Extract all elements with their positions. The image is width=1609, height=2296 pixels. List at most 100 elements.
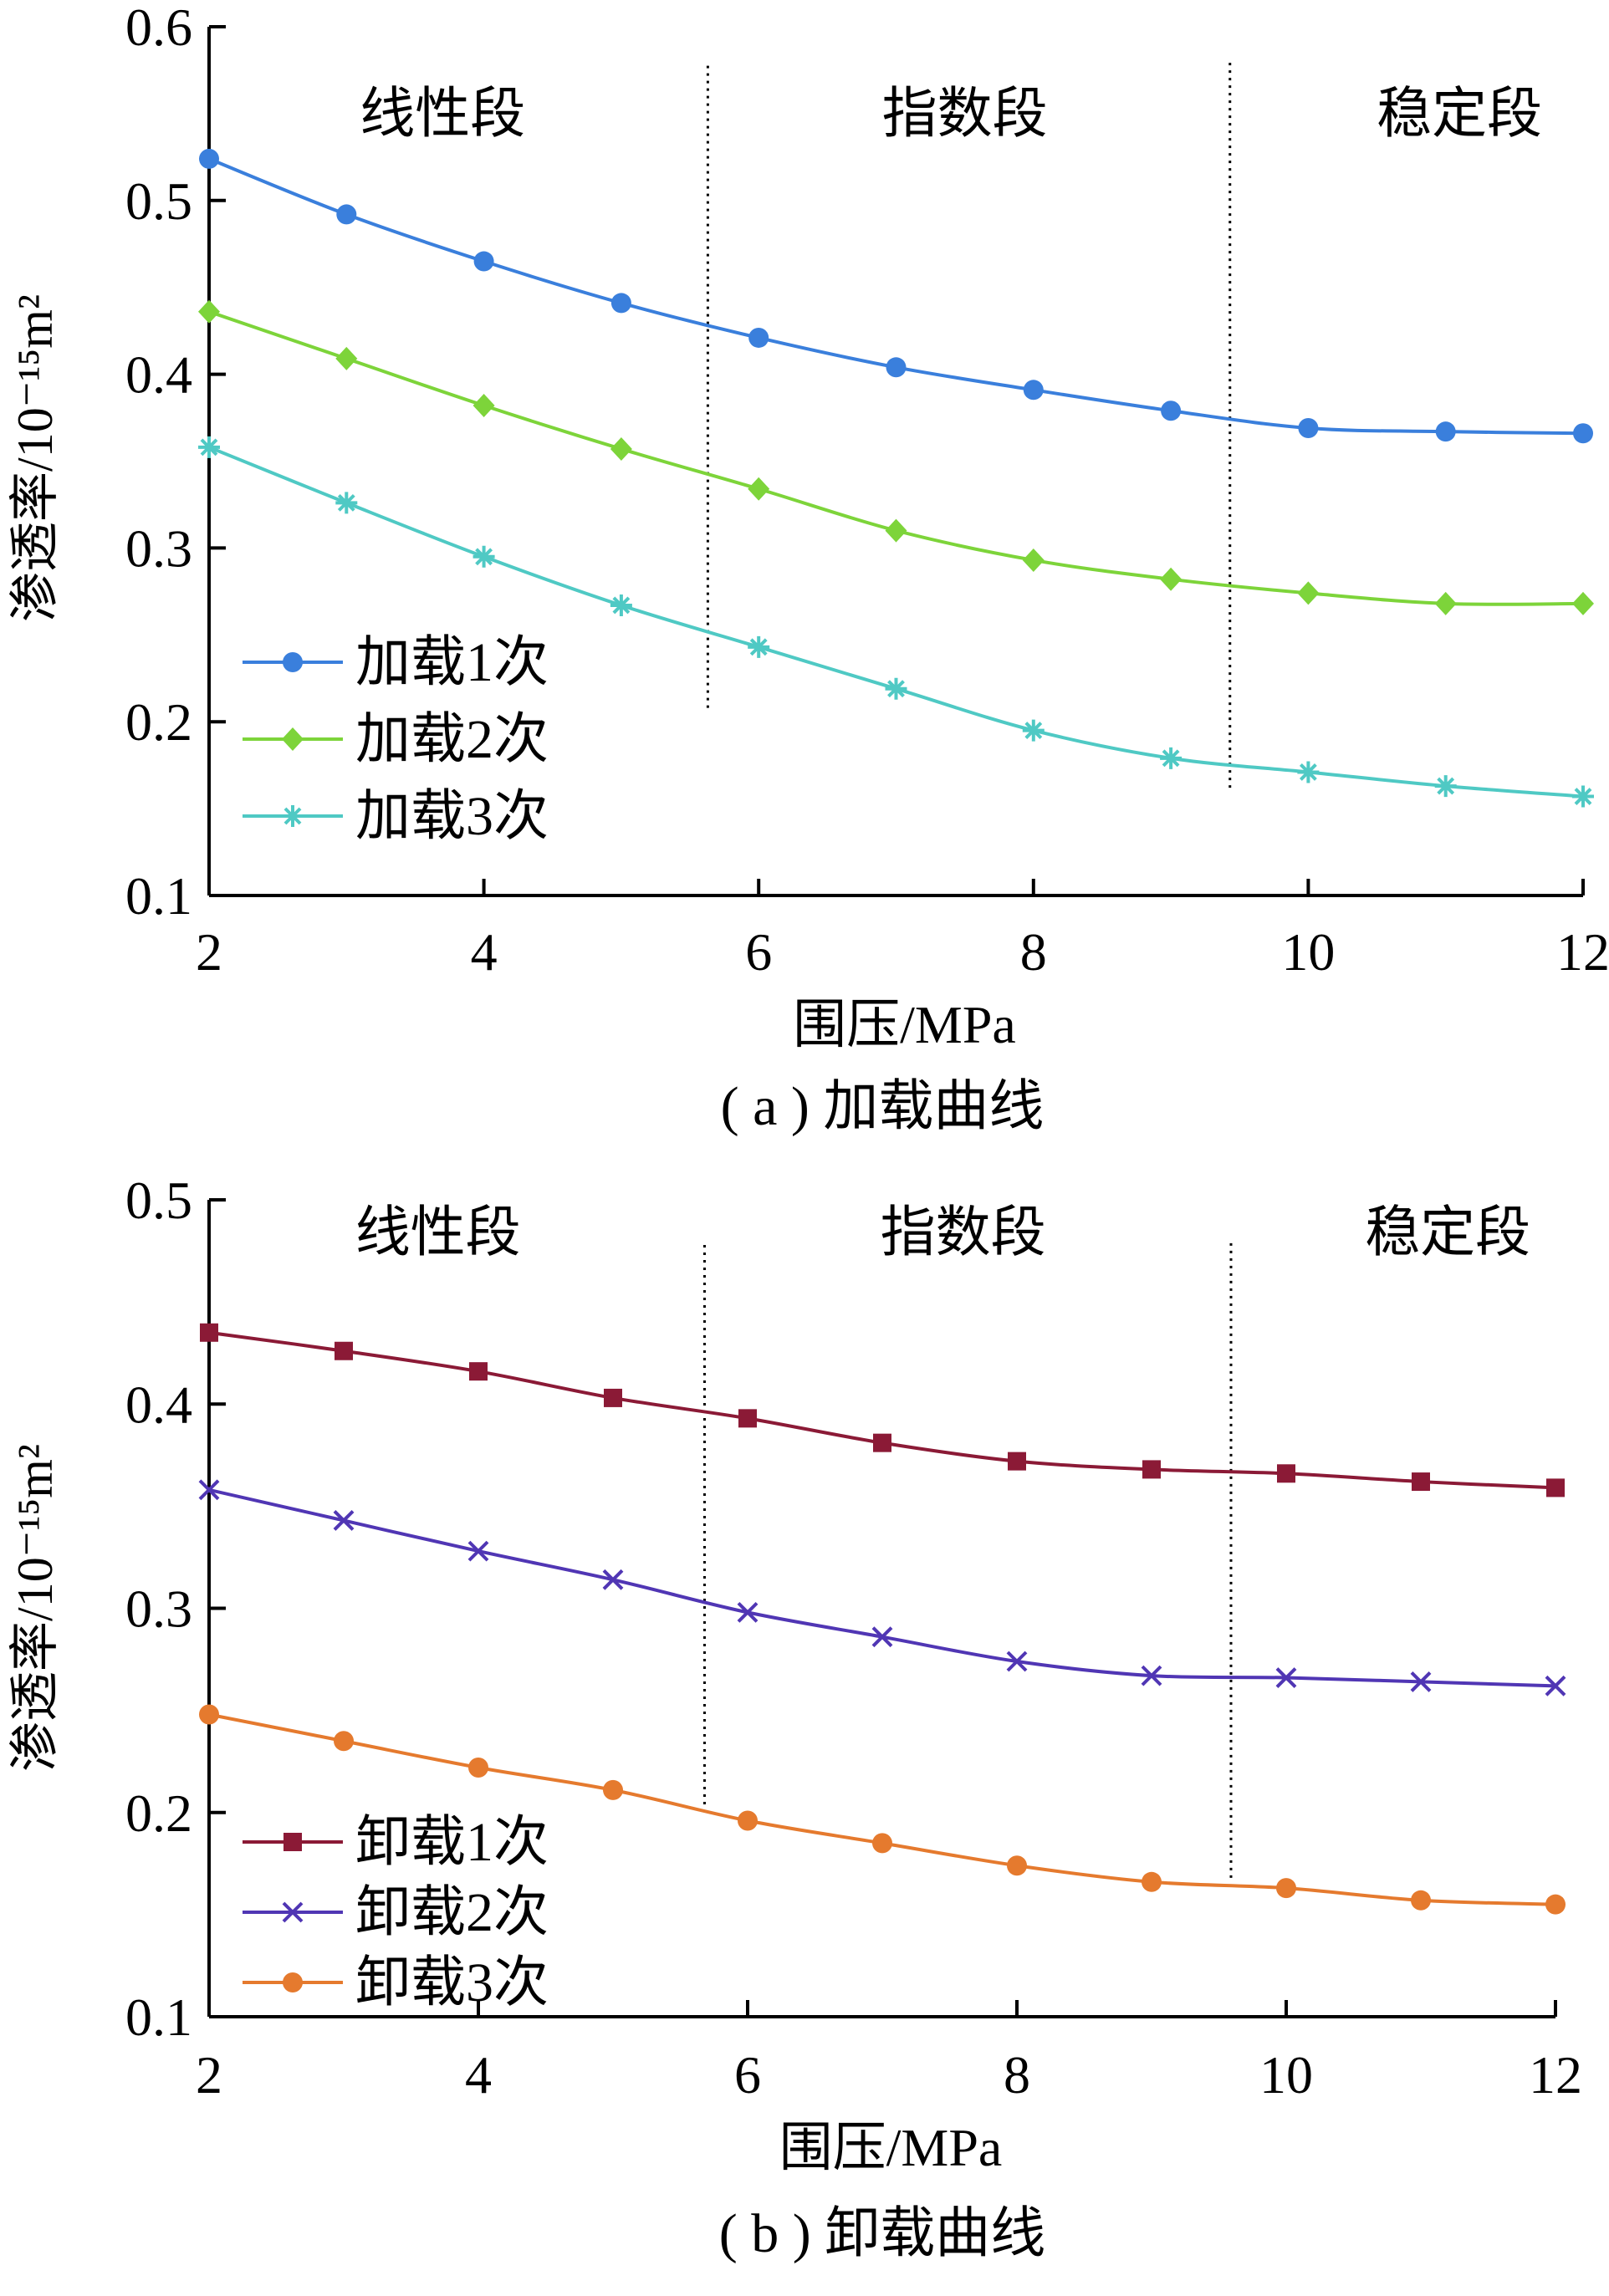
- data-point: [1022, 719, 1045, 742]
- data-point: [198, 1479, 220, 1501]
- data-point: [873, 1433, 891, 1452]
- data-point: [1277, 1464, 1295, 1483]
- y-tick-label: 0.2: [125, 692, 192, 752]
- series-2: [198, 299, 1594, 615]
- data-point: [885, 677, 907, 700]
- data-point: [1022, 548, 1045, 572]
- data-point: [1297, 761, 1320, 783]
- legend-label: 卸载2次: [355, 1882, 549, 1943]
- data-point: [1411, 1890, 1431, 1911]
- region-label: 指数段: [881, 1202, 1046, 1263]
- y-tick-label: 0.1: [125, 866, 192, 926]
- data-point: [738, 1810, 758, 1831]
- region-label: 线性段: [360, 84, 525, 145]
- series-line: [208, 1330, 1556, 1490]
- data-point: [1161, 401, 1182, 421]
- data-point: [1434, 591, 1457, 615]
- data-point: [604, 1388, 622, 1407]
- x-tick-label: 10: [1281, 922, 1335, 982]
- series-1: [200, 1323, 1565, 1498]
- y-tick-label: 0.2: [125, 1783, 192, 1843]
- series-2: [198, 1479, 1566, 1696]
- y-tick-label: 0.1: [125, 1987, 192, 2047]
- y-tick-label: 0.5: [125, 1171, 192, 1230]
- data-point: [467, 1540, 489, 1562]
- data-point: [1545, 1675, 1566, 1696]
- data-point: [335, 346, 358, 370]
- x-tick-label: 4: [471, 922, 498, 982]
- x-tick-label: 6: [734, 2045, 761, 2105]
- data-point: [198, 299, 220, 324]
- y-tick-label: 0.3: [125, 1579, 192, 1639]
- legend-marker: [282, 805, 304, 827]
- figure-caption: ( b ) 卸载曲线: [719, 2203, 1045, 2264]
- x-tick-label: 4: [465, 2045, 492, 2105]
- data-point: [199, 1704, 219, 1725]
- data-point: [198, 436, 220, 458]
- y-tick-label: 0.4: [125, 345, 192, 405]
- legend-label: 卸载3次: [355, 1952, 549, 2013]
- data-point: [472, 394, 495, 418]
- data-point: [472, 545, 495, 568]
- data-point: [1275, 1667, 1297, 1688]
- data-point: [602, 1569, 624, 1590]
- legend-marker: [283, 652, 303, 672]
- legend-label: 加载1次: [355, 632, 549, 693]
- chart-panel-b: 0.1 0.2 0.3 0.4 0.5 2 4 6 8 10 12 围压/MPa 渗透率/10⁻¹⁵m²…: [8, 1171, 1582, 2264]
- region-label: 稳定段: [1377, 84, 1542, 145]
- data-point: [335, 1341, 353, 1360]
- series-line: [208, 1487, 1556, 1688]
- data-point: [1297, 581, 1320, 605]
- y-tick-label: 0.6: [125, 0, 192, 57]
- legend-label: 加载3次: [355, 786, 549, 847]
- data-point: [886, 357, 907, 378]
- figure-caption: ( a ) 加载曲线: [721, 1076, 1045, 1137]
- x-tick-label: 12: [1556, 922, 1609, 982]
- y-tick-label: 0.3: [125, 518, 192, 578]
- data-point: [1142, 1460, 1161, 1479]
- data-point: [1434, 775, 1457, 798]
- legend-marker: [283, 1833, 302, 1851]
- data-point: [1410, 1671, 1432, 1692]
- x-tick-label: 8: [1020, 922, 1047, 982]
- data-point: [1298, 418, 1319, 439]
- region-label: 线性段: [355, 1202, 521, 1263]
- data-point: [1276, 1878, 1296, 1899]
- data-point: [610, 594, 632, 616]
- data-point: [737, 1601, 759, 1623]
- data-point: [333, 1510, 355, 1531]
- legend-label: 加载2次: [355, 709, 549, 770]
- y-tick-label: 0.4: [125, 1375, 192, 1434]
- series-line: [208, 1712, 1556, 1906]
- data-point: [748, 635, 770, 658]
- data-point: [1412, 1472, 1430, 1492]
- x-tick-label: 10: [1259, 2045, 1313, 2105]
- x-tick-label: 2: [196, 922, 222, 982]
- y-tick-label: 0.5: [125, 171, 192, 231]
- data-point: [738, 1409, 757, 1428]
- legend-marker: [282, 727, 304, 751]
- data-point: [469, 1362, 488, 1381]
- data-point: [1023, 380, 1044, 401]
- data-point: [473, 251, 494, 272]
- data-point: [1160, 747, 1182, 769]
- data-point: [748, 327, 769, 348]
- series-line: [208, 446, 1584, 798]
- data-point: [336, 204, 357, 225]
- data-point: [1160, 567, 1182, 591]
- series-line: [208, 309, 1584, 606]
- region-label: 稳定段: [1365, 1202, 1530, 1263]
- series-3: [199, 1704, 1566, 1915]
- data-point: [1008, 1452, 1026, 1471]
- x-tick-label: 12: [1529, 2045, 1582, 2105]
- data-point: [610, 293, 631, 314]
- x-tick-label: 8: [1004, 2045, 1030, 2105]
- legend-marker: [282, 1901, 304, 1923]
- series-3: [198, 436, 1594, 808]
- data-point: [1572, 591, 1594, 615]
- region-label: 指数段: [882, 84, 1048, 145]
- data-point: [468, 1758, 488, 1778]
- x-axis-title: 围压/MPa: [779, 2118, 1003, 2177]
- data-point: [1545, 1894, 1566, 1915]
